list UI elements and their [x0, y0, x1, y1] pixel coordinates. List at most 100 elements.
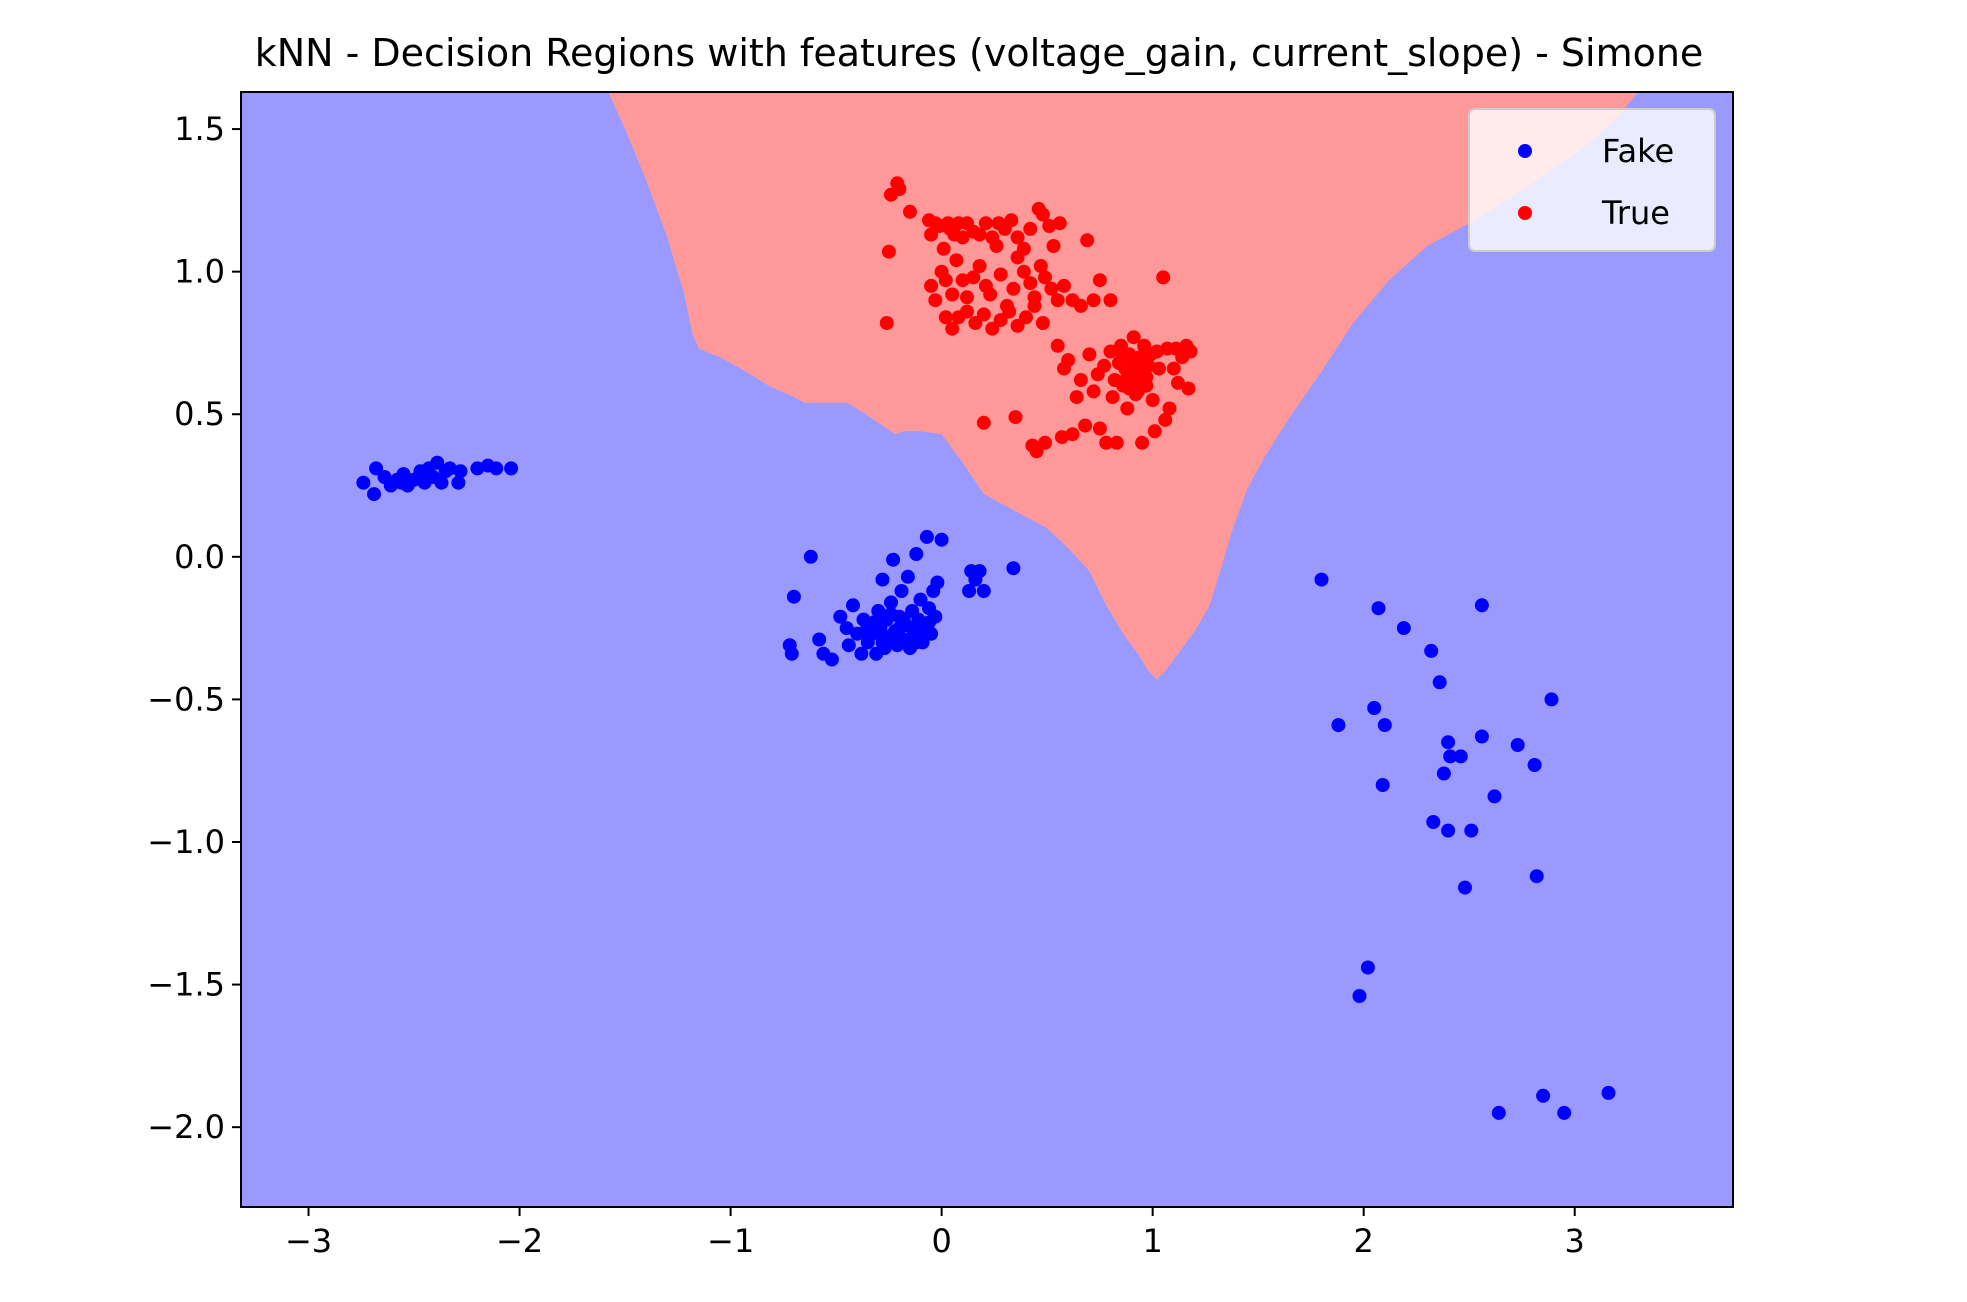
data-point-fake: [909, 547, 924, 561]
data-point-true: [1035, 207, 1050, 222]
data-point-fake: [489, 461, 504, 476]
data-point-fake: [930, 575, 945, 590]
y-tick-label: 1.0: [174, 253, 225, 291]
data-point-true: [989, 239, 1004, 253]
data-point-fake: [846, 598, 860, 613]
data-point-true: [1019, 310, 1033, 325]
data-point-true: [1065, 427, 1080, 442]
data-point-fake: [1432, 675, 1447, 690]
data-point-true: [1006, 281, 1021, 296]
y-tick-label: 0.0: [174, 538, 225, 576]
data-point-fake: [442, 461, 457, 476]
data-point-fake: [434, 475, 449, 490]
data-point-true: [1050, 293, 1065, 308]
data-point-true: [1016, 264, 1031, 279]
data-point-fake: [453, 464, 468, 479]
data-point-fake: [900, 569, 915, 584]
data-point-true: [1069, 390, 1084, 405]
data-point-true: [881, 244, 896, 259]
data-point-fake: [504, 461, 519, 476]
data-point-true: [1145, 393, 1160, 407]
data-point-true: [1086, 293, 1101, 308]
data-point-true: [1073, 298, 1088, 313]
data-point-true: [1166, 361, 1181, 376]
data-point-true: [1171, 375, 1185, 390]
data-point-true: [966, 270, 981, 285]
data-point-true: [1023, 276, 1038, 291]
data-point-fake: [1529, 869, 1544, 884]
data-point-fake: [451, 475, 466, 490]
data-point-fake: [812, 632, 827, 647]
data-point-true: [985, 321, 1000, 336]
x-tick-label: 3: [1565, 1222, 1585, 1260]
data-point-fake: [1527, 758, 1542, 772]
x-tick-label: 1: [1142, 1222, 1162, 1260]
data-point-true: [1092, 421, 1107, 436]
data-point-true: [1147, 424, 1162, 439]
data-point-true: [1105, 390, 1120, 405]
data-point-fake: [1536, 1088, 1551, 1103]
data-point-fake: [867, 615, 882, 630]
data-point-true: [972, 227, 987, 242]
data-point-fake: [856, 612, 871, 627]
legend-marker-fake: [1518, 144, 1532, 158]
axes-frame: [240, 91, 1734, 1208]
legend-marker-true: [1518, 206, 1532, 220]
data-point-fake: [919, 529, 934, 544]
data-point-fake: [976, 584, 991, 598]
data-point-fake: [892, 621, 907, 636]
data-point-true: [1038, 270, 1052, 285]
data-point-true: [1156, 270, 1171, 285]
x-tick-label: −3: [285, 1222, 332, 1260]
data-point-true: [1046, 239, 1061, 253]
data-point-fake: [875, 572, 890, 587]
y-tick-label: −1.5: [147, 966, 225, 1004]
data-point-fake: [1453, 749, 1468, 764]
data-point-true: [1086, 384, 1101, 399]
data-point-true: [1183, 344, 1198, 359]
data-point-fake: [875, 635, 890, 650]
data-point-fake: [803, 549, 818, 564]
data-point-fake: [784, 646, 799, 661]
data-point-fake: [1006, 561, 1021, 576]
data-point-fake: [1441, 735, 1456, 750]
data-point-fake: [839, 621, 854, 636]
data-point-true: [1044, 281, 1059, 296]
chart-title: kNN - Decision Regions with features (vo…: [255, 31, 1704, 75]
data-point-true: [955, 273, 970, 288]
y-tick-label: −2.0: [147, 1108, 225, 1146]
data-point-true: [1152, 361, 1166, 376]
data-point-true: [1008, 410, 1023, 425]
data-point-true: [993, 267, 1008, 282]
data-point-fake: [786, 589, 801, 604]
data-point-true: [1061, 353, 1076, 368]
data-point-true: [983, 287, 998, 302]
data-point-true: [1002, 304, 1017, 319]
data-point-true: [1162, 401, 1177, 416]
y-tick-label: 1.5: [174, 110, 225, 148]
data-point-fake: [894, 584, 909, 598]
data-point-true: [1042, 219, 1057, 233]
x-tick-label: 0: [931, 1222, 951, 1260]
data-point-true: [1050, 338, 1065, 353]
data-point-fake: [884, 606, 898, 621]
x-tick-label: −1: [707, 1222, 754, 1260]
legend-label-fake: Fake: [1602, 132, 1674, 170]
data-point-true: [960, 304, 974, 319]
data-point-true: [938, 273, 953, 288]
data-point-true: [968, 316, 983, 330]
data-point-fake: [854, 646, 869, 661]
data-point-fake: [972, 564, 987, 579]
data-point-true: [1158, 412, 1173, 427]
data-point-true: [1181, 381, 1196, 396]
data-point-true: [1135, 364, 1150, 379]
data-point-true: [1103, 344, 1118, 359]
data-point-fake: [884, 595, 898, 610]
data-point-true: [1149, 344, 1164, 359]
data-point-fake: [1367, 701, 1382, 715]
data-point-true: [949, 253, 964, 268]
data-point-true: [945, 321, 960, 336]
data-point-true: [972, 259, 987, 273]
data-point-true: [1052, 216, 1067, 231]
data-point-true: [879, 316, 894, 330]
